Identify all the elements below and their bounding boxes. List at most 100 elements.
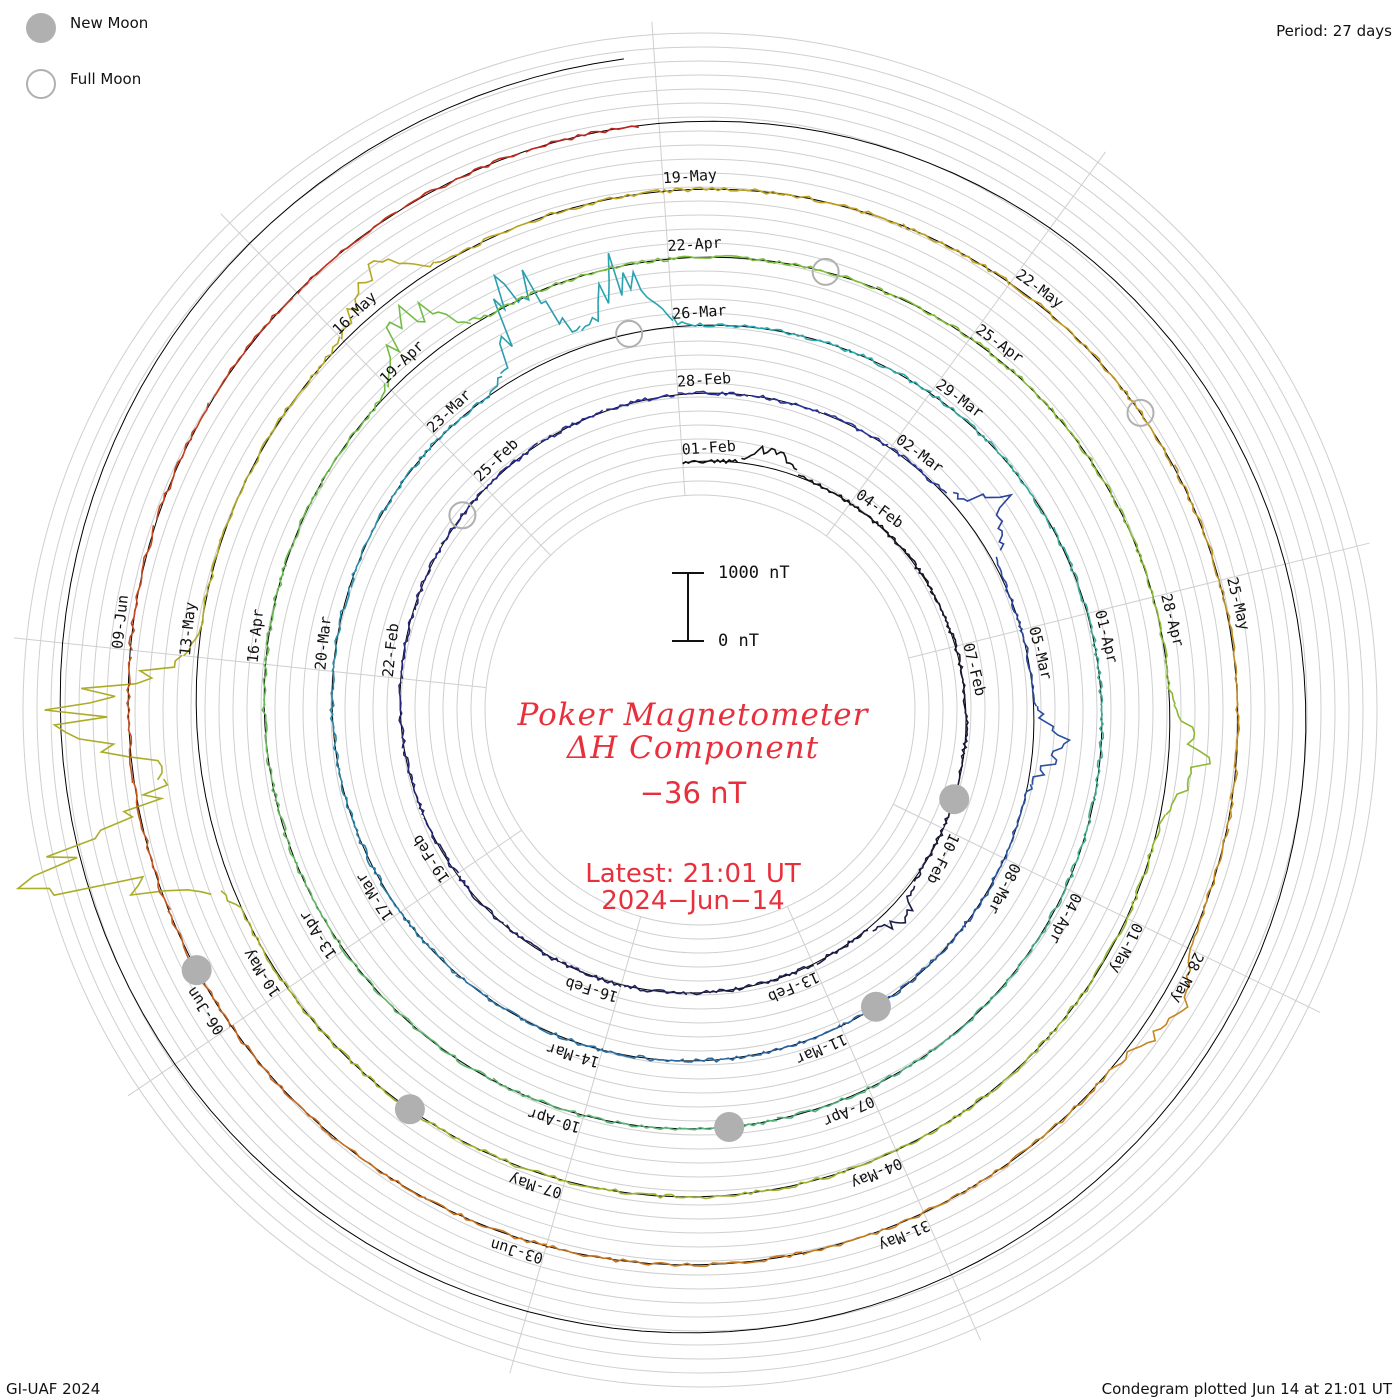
trace-segment [754, 964, 814, 986]
date-tick-label: 16-Feb [563, 974, 620, 1006]
chart-title: Poker Magnetometer [517, 697, 869, 733]
trace-segment [286, 987, 365, 1076]
trace-segment [269, 336, 341, 435]
trace-segment [1067, 918, 1128, 1013]
grid-ring [442, 452, 958, 968]
grid-spoke [908, 542, 1370, 659]
trace-segment [1087, 612, 1104, 706]
date-tick-label: 22-Feb [379, 622, 403, 678]
trace-segment [1016, 888, 1067, 971]
grid-ring [120, 130, 1280, 1290]
trace-segment [564, 1179, 678, 1199]
trace-segment [561, 961, 622, 988]
trace-segment [789, 1149, 897, 1189]
new-moon-marker [939, 784, 970, 815]
trace-segment [410, 1022, 493, 1082]
trace-segment [776, 1086, 869, 1119]
trace-segment [525, 125, 639, 153]
trace-segment [823, 412, 889, 447]
trace-segment [677, 390, 749, 398]
trace-segment [128, 525, 155, 651]
trace-segment [212, 297, 294, 399]
trace-segment [991, 1011, 1069, 1093]
grid-ring [260, 270, 1140, 1150]
trace-segment [183, 541, 222, 657]
scale-top-label: 1000 nT [718, 563, 790, 583]
trace-segment [762, 327, 851, 353]
trace-segment [952, 491, 1014, 551]
trace-segment [816, 929, 869, 966]
trace-segment [126, 656, 134, 784]
trace-layer [15, 125, 1241, 1268]
trace-segment [872, 885, 916, 932]
full-moon-marker [1126, 398, 1155, 427]
trace-segment [995, 556, 1024, 631]
trace-segment [398, 681, 406, 749]
trace-segment [468, 280, 567, 322]
trace-segment [331, 586, 350, 672]
grid-ring [204, 214, 1196, 1206]
trace-segment [741, 444, 798, 471]
trace-segment [1112, 496, 1154, 598]
trace-segment [773, 260, 877, 290]
new-moon-legend-label: New Moon [70, 14, 149, 32]
full-moon-marker [811, 257, 840, 286]
trace-segment [261, 663, 269, 766]
date-tick-label: 13-May [176, 601, 200, 657]
date-tick-label: 22-May [1012, 265, 1066, 311]
trace-segment [44, 654, 183, 781]
trace-segment [998, 452, 1052, 530]
trace-segment [602, 1049, 685, 1063]
grid-layer [13, 21, 1378, 1388]
date-tick-label: 07-May [507, 1170, 564, 1202]
trace-segment [414, 547, 442, 611]
trace-segment [677, 1187, 791, 1200]
trace-segment [15, 778, 212, 897]
grid-ring [484, 494, 916, 926]
trace-segment [929, 393, 1000, 454]
trace-segment [434, 215, 547, 264]
full-moon-marker [448, 501, 477, 530]
trace-segment [385, 437, 439, 510]
date-tick-label: 28-May [1168, 950, 1208, 1007]
date-tick-label: 16-Apr [244, 608, 268, 664]
trace-segment [492, 269, 581, 375]
spiral-baseline [59, 58, 1307, 1334]
new-moon-marker [714, 1111, 745, 1142]
grid-ring [414, 424, 986, 996]
trace-segment [1126, 814, 1166, 919]
trace-segment [329, 671, 340, 757]
grid-ring [358, 368, 1042, 1052]
trace-segment [1051, 407, 1113, 498]
full-moon-legend-label: Full Moon [70, 70, 142, 88]
grid-ring [386, 396, 1014, 1024]
trace-segment [1009, 282, 1103, 366]
trace-segment [540, 409, 604, 443]
grid-spoke [127, 829, 523, 1097]
trace-segment [524, 1020, 604, 1052]
grid-ring [64, 74, 1336, 1346]
trace-segment [663, 186, 785, 196]
grid-ring [134, 144, 1266, 1276]
trace-segment [400, 612, 415, 680]
legend-markers [26, 13, 56, 99]
date-tick-label: 19-May [662, 166, 717, 188]
full-moon-legend-icon [26, 69, 56, 99]
trace-segment [849, 351, 932, 393]
trace-segment [1031, 1058, 1127, 1146]
period-label: Period: 27 days [1276, 22, 1392, 40]
grid-ring [316, 326, 1084, 1094]
new-moon-marker [394, 1094, 425, 1125]
grid-spoke [825, 151, 1106, 537]
trace-segment [425, 1198, 547, 1246]
trace-segment [232, 1024, 320, 1124]
grid-ring [344, 354, 1056, 1066]
trace-segment [668, 254, 774, 264]
trace-segment [268, 765, 297, 863]
grid-ring [288, 298, 1112, 1122]
latest-time: Latest: 21:01 UT [585, 859, 801, 889]
trace-segment [318, 1122, 427, 1199]
trace-segment [802, 1211, 924, 1256]
grid-spoke [509, 916, 642, 1374]
